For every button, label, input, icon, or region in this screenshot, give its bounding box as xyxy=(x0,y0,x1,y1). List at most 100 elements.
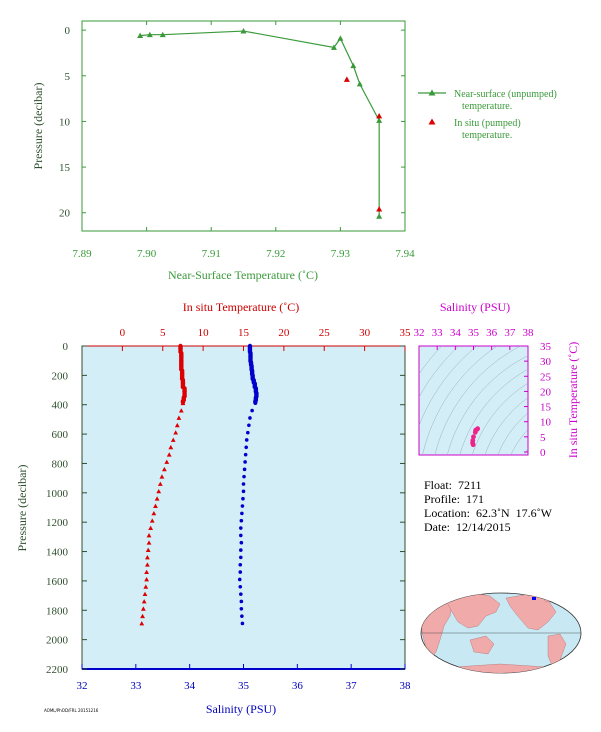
x-tick-label: 7.90 xyxy=(137,248,157,260)
temperature-point xyxy=(153,503,158,508)
ts-x-tick-label: 35 xyxy=(468,327,480,339)
temperature-point xyxy=(140,613,145,619)
salinity-point xyxy=(239,526,243,530)
temperature-point xyxy=(151,510,157,516)
salinity-point xyxy=(238,584,243,589)
near-surface-point xyxy=(337,35,344,41)
map-land xyxy=(421,593,567,673)
temperature-point xyxy=(173,430,179,435)
salinity-tick-label: 36 xyxy=(292,680,304,692)
y-tick-label: 2000 xyxy=(46,635,69,647)
temperature-point xyxy=(154,496,160,501)
salinity-point xyxy=(244,438,249,442)
credit-text: AOML/PhOD/FRL 20151216 xyxy=(44,708,99,713)
salinity-point xyxy=(238,562,243,567)
x-tick-label: 7.94 xyxy=(395,248,415,260)
ts-x-tick-label: 37 xyxy=(504,327,516,339)
ts-xlabel: Salinity (PSU) xyxy=(440,300,510,314)
y-tick-label: 800 xyxy=(52,458,69,470)
y-tick-label: 1200 xyxy=(46,517,69,529)
near-surface-plot-frame xyxy=(81,20,406,232)
temperature-tick-label: 15 xyxy=(238,327,250,339)
ts-y-tick-label: 20 xyxy=(540,386,552,398)
ts-ylabel: In situ Temperature (˚C) xyxy=(566,342,580,459)
ts-y-tick-label: 10 xyxy=(540,417,552,429)
near-surface-ylabel: Pressure (decibar) xyxy=(31,83,45,170)
temperature-tick-label: 35 xyxy=(400,327,412,339)
temperature-point xyxy=(161,466,167,472)
salinity-point xyxy=(240,621,245,626)
near-surface-line xyxy=(140,30,380,217)
legend-triangle-swatch xyxy=(428,89,436,96)
ts-x-tick-label: 32 xyxy=(414,327,425,339)
temperature-point xyxy=(166,452,172,457)
ts-y-tick-label: 30 xyxy=(540,356,552,368)
temperature-point xyxy=(146,532,152,538)
temperature-point xyxy=(141,599,147,604)
profile-chart: 0200400600800100012001400160018002000220… xyxy=(15,300,411,716)
temperature-point xyxy=(139,621,145,626)
y-tick-label: 600 xyxy=(52,429,69,441)
temperature-tick-label: 20 xyxy=(278,327,290,339)
y-tick-label: 10 xyxy=(59,116,71,128)
temperature-point xyxy=(178,408,184,413)
x-tick-label: 7.91 xyxy=(202,248,221,260)
near-surface-point xyxy=(330,44,337,50)
profile-number: Profile: 171 xyxy=(424,492,484,506)
legend-label-near-surface-2: temperature. xyxy=(462,101,512,112)
temperature-tick-label: 25 xyxy=(319,327,331,339)
salinity-point xyxy=(240,511,244,516)
float-id: Float: 7211 xyxy=(424,478,482,492)
temperature-point xyxy=(176,415,182,420)
salinity-point xyxy=(243,460,247,464)
near-surface-chart: 7.89 7.90 7.91 7.92 7.93 7.94 0 5 10 15 20 Near-S… xyxy=(31,20,557,282)
salinity-point xyxy=(242,474,246,479)
salinity-tick-label: 37 xyxy=(346,680,358,692)
near-surface-point xyxy=(356,81,363,87)
salinity-point xyxy=(239,548,243,552)
salinity-point xyxy=(239,540,244,545)
near-surface-point xyxy=(146,31,153,38)
near-surface-point xyxy=(240,28,247,34)
ts-point xyxy=(472,429,478,435)
temperature-tick-label: 10 xyxy=(198,327,210,339)
salinity-point xyxy=(241,496,245,501)
x-tick-label: 7.89 xyxy=(72,248,92,260)
near-surface-xlabel: Near-Surface Temperature (˚C) xyxy=(168,268,318,282)
x-tick-label: 7.93 xyxy=(331,248,351,260)
salinity-point xyxy=(242,467,247,472)
temperature-point xyxy=(144,569,149,575)
salinity-point xyxy=(239,607,244,611)
legend-red-triangle-swatch xyxy=(428,118,436,125)
near-surface-point xyxy=(159,31,166,38)
in-situ-point xyxy=(376,206,383,212)
salinity-point xyxy=(241,489,246,494)
y-tick-label: 200 xyxy=(52,370,69,382)
y-tick-label: 400 xyxy=(52,400,69,412)
salinity-tick-label: 32 xyxy=(77,680,88,692)
salinity-point xyxy=(240,614,244,618)
legend-label-in-situ-2: temperature. xyxy=(462,130,512,141)
salinity-point xyxy=(239,533,243,538)
ts-point xyxy=(470,442,476,448)
legend-label-in-situ-1: In situ (pumped) xyxy=(454,118,521,129)
ts-y-tick-label: 5 xyxy=(540,432,546,444)
temperature-point-dense xyxy=(180,400,186,405)
temperature-point xyxy=(174,422,180,428)
salinity-point xyxy=(237,577,242,582)
in-situ-point xyxy=(343,76,350,82)
temperature-tick-label: 0 xyxy=(120,327,126,339)
temperature-point xyxy=(143,584,149,589)
ts-y-tick-label: 15 xyxy=(540,402,552,414)
y-tick-label: 5 xyxy=(65,71,71,83)
salinity-point xyxy=(240,504,245,508)
profile-plot-frame xyxy=(81,345,406,670)
salinity-point xyxy=(241,482,246,486)
temperature-point xyxy=(164,459,170,464)
salinity-point xyxy=(250,408,254,413)
ts-y-tick-label: 0 xyxy=(540,447,546,459)
temperature-point xyxy=(159,474,165,479)
salinity-point xyxy=(244,445,248,450)
salinity-point-dense xyxy=(253,400,258,405)
